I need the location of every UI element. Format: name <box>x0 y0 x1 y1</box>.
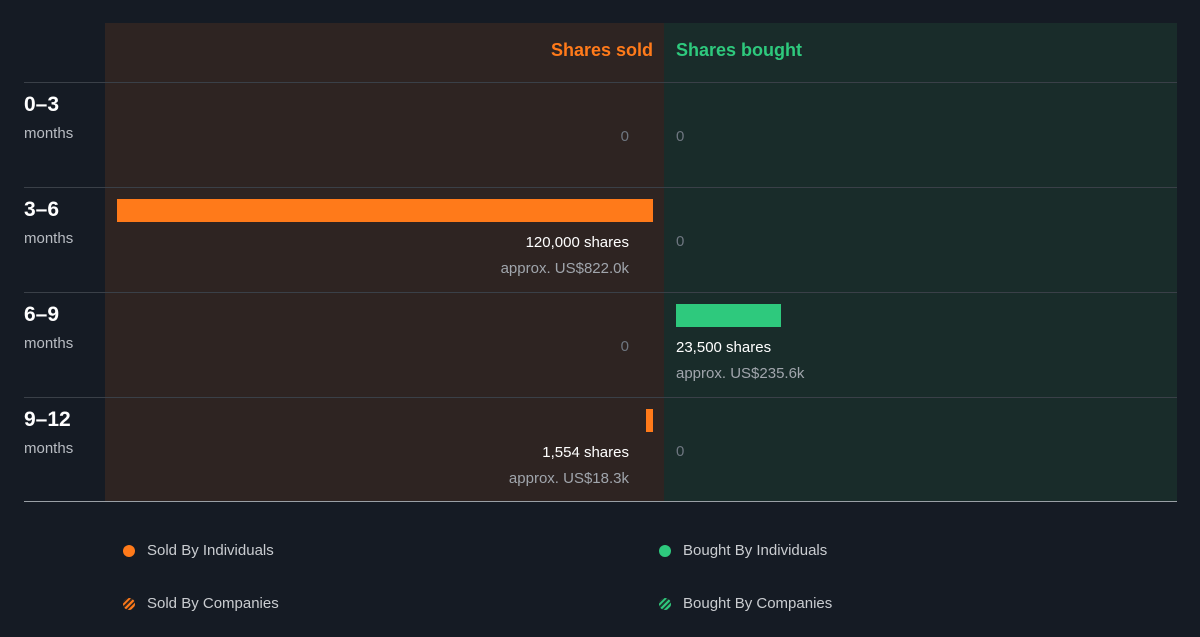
legend-sold-companies[interactable]: Sold By Companies <box>123 595 279 612</box>
legend-label: Bought By Companies <box>683 595 833 612</box>
bought-zero-label: 0 <box>676 233 685 250</box>
period-range: 3–6 <box>24 198 60 221</box>
orange-hatch-icon <box>123 597 135 610</box>
legend-sold-individuals[interactable]: Sold By Individuals <box>123 542 274 559</box>
period-unit: months <box>24 125 74 142</box>
shares-bought-header: Shares bought <box>676 40 803 60</box>
period-range: 0–3 <box>24 93 60 116</box>
bought-zero-label: 0 <box>676 128 685 145</box>
chart-row: 0–3 months 0 0 <box>24 82 1177 188</box>
green-dot-icon <box>659 544 671 557</box>
orange-dot-icon <box>123 544 135 557</box>
row-label: 0–3 months <box>24 93 73 142</box>
legend-bought-individuals[interactable]: Bought By Individuals <box>659 542 827 559</box>
legend-label: Sold By Individuals <box>147 542 274 559</box>
period-unit: months <box>24 440 74 457</box>
sold-amount-label: 120,000 shares <box>525 234 629 251</box>
sold-value-label: approx. US$18.3k <box>508 470 629 487</box>
green-hatch-icon <box>659 597 671 610</box>
sold-zero-label: 0 <box>620 128 629 145</box>
bought-zero-label: 0 <box>676 443 685 460</box>
sold-zero-label: 0 <box>620 338 629 355</box>
chart-row: 6–9 months 0 23,500 shares approx. US$235.6k <box>24 292 1177 398</box>
chart-row: 3–6 months 120,000 shares approx. US$822.0k… <box>24 187 1177 293</box>
period-range: 6–9 <box>24 303 60 326</box>
bought-bar[interactable] <box>676 304 781 327</box>
row-label: 6–9 months <box>24 303 73 352</box>
bought-amount-label: 23,500 shares <box>676 339 772 356</box>
row-label: 3–6 months <box>24 198 73 247</box>
row-label: 9–12 months <box>24 408 73 457</box>
sold-bar[interactable] <box>117 199 653 222</box>
axis-line <box>24 501 1177 502</box>
shares-sold-header: Shares sold <box>550 40 653 60</box>
bought-panel <box>664 23 1177 501</box>
period-unit: months <box>24 230 74 247</box>
period-unit: months <box>24 335 74 352</box>
sold-bar[interactable] <box>646 409 653 432</box>
sold-amount-label: 1,554 shares <box>542 444 629 461</box>
chart-row: 9–12 months 1,554 shares approx. US$18.3k 0 <box>24 397 1177 503</box>
sold-value-label: approx. US$822.0k <box>500 260 629 277</box>
legend-bought-companies[interactable]: Bought By Companies <box>659 595 832 612</box>
period-range: 9–12 <box>24 408 71 431</box>
bought-value-label: approx. US$235.6k <box>676 365 805 382</box>
legend-label: Sold By Companies <box>147 595 279 612</box>
legend-label: Bought By Individuals <box>683 542 828 559</box>
sold-panel <box>105 23 664 501</box>
